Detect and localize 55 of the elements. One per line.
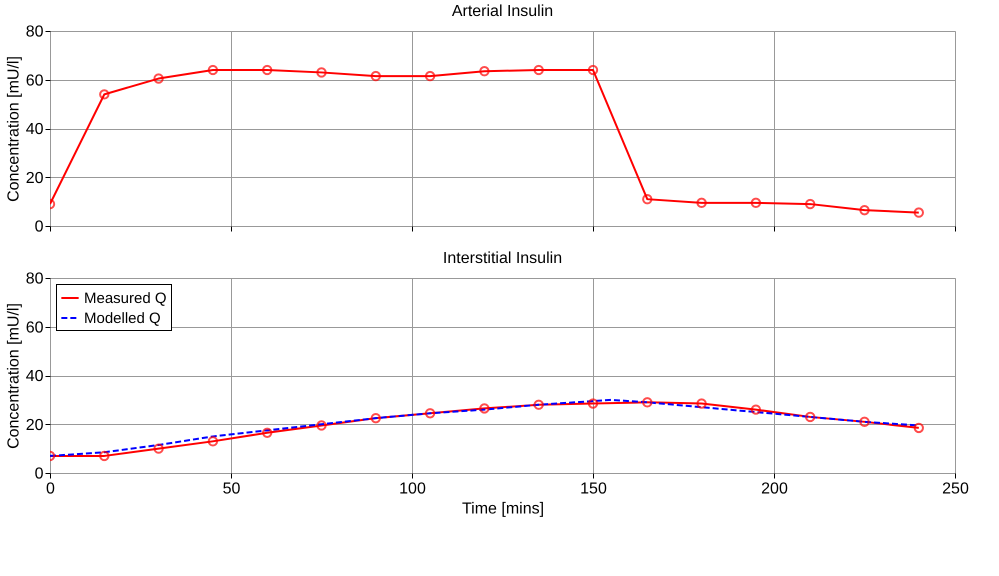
y-axis-title: Concentration [mU/l] [6, 56, 23, 202]
y-tick-label: 40 [26, 368, 44, 385]
y-tick-label: 80 [26, 24, 44, 40]
y-tick-label: 0 [34, 466, 44, 482]
chart-title: Interstitial Insulin [442, 250, 562, 267]
point [534, 64, 544, 76]
y-tick-label: 0 [34, 218, 44, 236]
point [370, 70, 381, 82]
point [859, 204, 870, 216]
point [99, 450, 110, 462]
x-tick-label: 50 [222, 480, 240, 498]
x-tick-label: 200 [761, 480, 788, 498]
point [262, 428, 272, 438]
point [153, 443, 164, 454]
y-axis-title: Concentration [mU/l] [6, 303, 23, 449]
point [696, 398, 707, 409]
point [370, 412, 381, 424]
point [588, 64, 598, 76]
y-tick-label: 40 [26, 121, 44, 138]
point [805, 412, 816, 422]
point [208, 436, 218, 446]
point [424, 408, 436, 418]
point [750, 404, 762, 415]
point [859, 416, 870, 427]
y-tick-label: 20 [26, 416, 44, 434]
point [479, 403, 490, 414]
point [424, 70, 436, 82]
point [914, 207, 924, 218]
point [316, 420, 327, 431]
point [588, 398, 598, 409]
point [99, 89, 110, 100]
y-tick-label: 20 [26, 170, 44, 187]
y-tick-label: 60 [26, 72, 44, 90]
x-tick-label: 100 [399, 480, 426, 498]
point [479, 66, 490, 76]
y-tick-label: 60 [26, 319, 44, 336]
x-tick-label: 150 [580, 480, 607, 498]
point [316, 67, 327, 78]
point [696, 198, 707, 208]
legend-label: Measured Q [84, 290, 167, 307]
point [153, 73, 164, 84]
point [208, 64, 218, 76]
point [534, 400, 544, 410]
point [642, 397, 652, 408]
y-tick-label: 80 [26, 270, 44, 288]
chart-title: Arterial Insulin [452, 3, 554, 20]
point [262, 64, 272, 76]
legend-label: Modelled Q [84, 310, 161, 327]
point [750, 198, 762, 208]
x-axis-title: Time [mins] [462, 500, 544, 518]
point [805, 198, 816, 210]
x-tick-label: 0 [46, 480, 56, 498]
x-tick-label: 250 [942, 480, 969, 498]
point [642, 194, 652, 204]
point [914, 422, 924, 434]
